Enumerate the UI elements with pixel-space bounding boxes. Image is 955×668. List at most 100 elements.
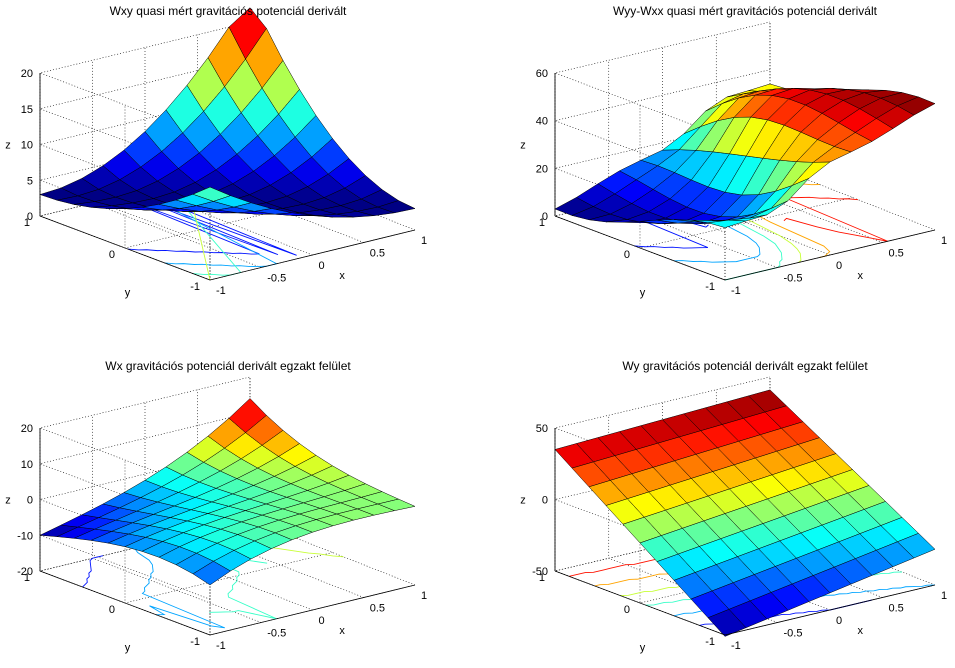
surface: [554, 389, 936, 637]
y-tick-label: 0: [624, 249, 630, 261]
surface-patch: [896, 96, 936, 116]
z-tick-label: 15: [21, 104, 33, 116]
x-tick-label: 1: [941, 235, 947, 247]
x-tick-label: 0: [319, 260, 325, 272]
x-tick-label: -0.5: [784, 628, 803, 640]
surface-patch: [897, 533, 936, 559]
y-tick-label: 1: [24, 572, 30, 584]
chart-panel-4: -50 0 50 -1 -0.5 0 0.5 1 -1 0 1 z x y Wy gravitációs p…: [520, 359, 947, 654]
z-tick-label: 40: [536, 116, 548, 128]
x-tick-label: 0.5: [889, 603, 904, 615]
grid-line: [38, 21, 251, 138]
x-tick-label: 0: [319, 615, 325, 627]
contour-line: [82, 555, 104, 588]
y-tick-label: 0: [624, 604, 630, 616]
x-tick-label: 0.5: [370, 603, 385, 615]
y-axis-line: [554, 570, 726, 636]
z-tick-label: -50: [532, 566, 548, 578]
z-axis-label: z: [520, 140, 526, 152]
z-axis-label: z: [520, 495, 526, 507]
z-tick-label: 20: [21, 423, 33, 435]
axes: [554, 428, 936, 636]
z-tick-label: 10: [21, 140, 33, 152]
surface: [39, 7, 416, 218]
x-axis-label: x: [858, 270, 864, 282]
x-tick-label: -0.5: [267, 273, 286, 285]
grid-line: [715, 34, 883, 243]
x-tick-label: 0.5: [370, 248, 385, 260]
x-axis-label: x: [339, 625, 345, 637]
y-axis-line: [39, 215, 211, 281]
y-tick-label: 1: [24, 217, 30, 229]
x-tick-label: -0.5: [267, 628, 286, 640]
x-axis-line: [724, 584, 936, 636]
x-tick-label: 0: [836, 615, 842, 627]
x-axis-line: [209, 584, 416, 636]
z-tick-label: 50: [536, 423, 548, 435]
y-tick-label: -1: [190, 281, 200, 293]
y-axis-label: y: [125, 642, 131, 654]
x-tick-label: 0: [836, 260, 842, 272]
grid-line: [553, 21, 771, 138]
chart-title: Wxy quasi mért gravitációs potenciál der…: [110, 4, 347, 18]
z-tick-label: 60: [536, 68, 548, 80]
y-axis-line: [39, 570, 211, 636]
grid-line: [38, 483, 251, 600]
z-axis-label: z: [5, 140, 11, 152]
x-axis-line: [724, 229, 936, 281]
z-tick-label: 20: [536, 163, 548, 175]
z-tick-label: -10: [17, 530, 33, 542]
contour-line: [133, 547, 226, 629]
y-tick-label: 0: [109, 604, 115, 616]
axes: [554, 73, 936, 281]
x-tick-label: -1: [216, 640, 226, 652]
z-tick-label: 20: [21, 68, 33, 80]
y-axis-label: y: [125, 287, 131, 299]
grid-line: [197, 389, 364, 598]
surface-patch: [377, 498, 416, 511]
chart-title: Wy gravitációs potenciál derivált egzakt…: [622, 359, 868, 373]
chart-title: Wx gravitációs potenciál derivált egzakt…: [105, 359, 351, 373]
z-tick-label: 0: [27, 495, 33, 507]
y-axis-label: y: [640, 642, 646, 654]
y-tick-label: -1: [190, 636, 200, 648]
y-tick-label: 1: [539, 217, 545, 229]
axes: [39, 73, 416, 281]
z-tick-label: 0: [542, 495, 548, 507]
grid-line: [38, 128, 251, 245]
x-tick-label: 1: [421, 235, 427, 247]
z-tick-label: 0: [542, 211, 548, 223]
x-axis-line: [209, 229, 416, 281]
x-tick-label: -0.5: [784, 273, 803, 285]
y-tick-label: -1: [705, 636, 715, 648]
x-tick-label: 0.5: [889, 248, 904, 260]
y-tick-label: 1: [539, 572, 545, 584]
surface: [39, 398, 416, 586]
z-axis-label: z: [5, 495, 11, 507]
x-tick-label: -1: [216, 285, 226, 297]
x-axis-label: x: [858, 625, 864, 637]
x-axis-label: x: [339, 270, 345, 282]
x-tick-label: 1: [421, 590, 427, 602]
z-tick-label: -20: [17, 566, 33, 578]
x-tick-label: 1: [941, 590, 947, 602]
grid-line: [639, 105, 853, 249]
y-tick-label: 0: [109, 249, 115, 261]
y-axis-line: [554, 215, 726, 281]
chart-title: Wyy-Wxx quasi mért gravitációs potenciál…: [613, 4, 878, 18]
axes: [39, 428, 416, 636]
x-tick-label: -1: [731, 640, 741, 652]
z-tick-label: 10: [21, 459, 33, 471]
y-tick-label: -1: [705, 281, 715, 293]
x-tick-label: -1: [731, 285, 741, 297]
surface: [554, 83, 936, 228]
z-tick-label: 5: [27, 175, 33, 187]
surface-patch: [377, 200, 416, 214]
grid-line: [38, 376, 251, 493]
contour-line: [783, 196, 888, 242]
z-tick-label: 0: [27, 211, 33, 223]
